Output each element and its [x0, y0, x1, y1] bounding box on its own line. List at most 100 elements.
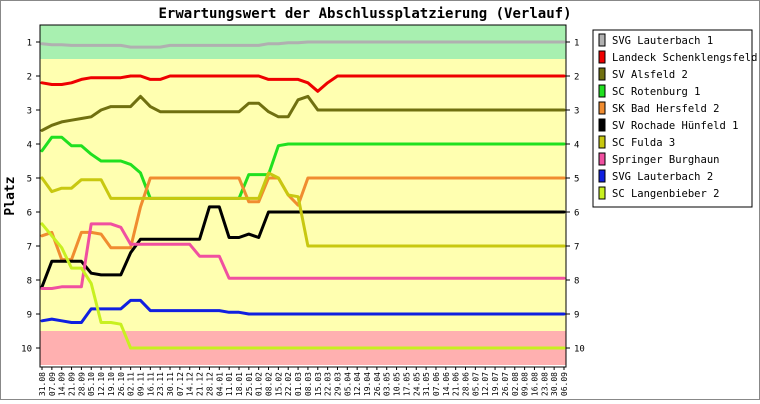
legend-swatch: [598, 67, 606, 81]
x-tick-label: 05.10: [87, 372, 96, 396]
y-tick-label-right: 3: [574, 107, 579, 117]
x-tick-label: 19.07: [491, 372, 500, 396]
x-tick-label: 16.11: [146, 372, 155, 396]
x-tick-label: 10.05: [393, 372, 402, 396]
legend-box: [592, 29, 753, 208]
x-tick-label: 26.07: [501, 372, 510, 396]
x-tick-label: 17.05: [402, 372, 411, 396]
legend-swatch: [598, 101, 606, 115]
y-tick-label-left: 2: [27, 73, 32, 83]
legend-label: SV Alsfeld 2: [612, 69, 688, 81]
series-line-6: [40, 205, 566, 289]
x-tick-label: 28.12: [205, 372, 214, 396]
y-tick-label-left: 5: [27, 175, 32, 185]
x-tick-label: 12.10: [97, 372, 106, 396]
x-tick-label: 16.08: [531, 372, 540, 396]
x-tick-label: 19.10: [107, 372, 116, 396]
y-tick-label-right: 6: [574, 209, 579, 219]
x-tick-label: 07.12: [176, 372, 185, 396]
x-tick-label: 28.09: [77, 372, 86, 396]
legend-label: SC Langenbieber 2: [612, 188, 719, 200]
series-line-9: [40, 298, 566, 324]
x-tick-label: 28.06: [462, 372, 471, 396]
x-tick-label: 31.05: [422, 372, 431, 396]
legend-swatch: [598, 186, 606, 200]
x-tick-label: 23.11: [156, 372, 165, 396]
legend-label: SVG Lauterbach 1: [612, 35, 713, 47]
x-tick-label: 05.04: [343, 372, 352, 396]
legend-label: SC Rotenburg 1: [612, 86, 701, 98]
x-tick-label: 06.09: [560, 372, 569, 396]
x-tick-label: 08.02: [265, 372, 274, 396]
x-ticks: 31.08 07.09 14.09 21.09 28.09 05.10 12.10 19.10…: [38, 367, 569, 396]
y-tick-label-right: 10: [574, 345, 585, 355]
x-tick-label: 19.04: [363, 372, 372, 396]
x-tick-label: 21.06: [452, 372, 461, 396]
y-tick-label-left: 4: [27, 141, 32, 151]
legend-swatch: [598, 33, 606, 47]
legend-label: Landeck Schenklengsfeld: [612, 52, 757, 64]
legend-label: SV Rochade Hünfeld 1: [612, 120, 738, 132]
x-tick-label: 07.06: [432, 372, 441, 396]
x-tick-label: 21.12: [196, 372, 205, 396]
x-tick-label: 08.03: [304, 372, 313, 396]
series-line-8: [40, 222, 566, 290]
y-tick-label-right: 8: [574, 277, 579, 287]
x-tick-label: 15.02: [274, 372, 283, 396]
x-tick-label: 01.03: [294, 372, 303, 396]
x-tick-label: 05.07: [471, 372, 480, 396]
legend-swatch: [598, 84, 606, 98]
series-lines: [40, 40, 566, 350]
y-ticks-right: 1 2 3 4 5 6 7 8 9 10: [566, 39, 585, 355]
series-line-5: [40, 176, 566, 262]
y-tick-label-left: 7: [27, 243, 32, 253]
y-tick-label-left: 10: [21, 345, 32, 355]
legend-label: Springer Burghaun: [612, 154, 719, 166]
legend-label: SVG Lauterbach 2: [612, 171, 713, 183]
y-tick-label-right: 1: [574, 39, 579, 49]
plot-area-border: [39, 24, 567, 368]
x-tick-label: 14.09: [58, 372, 67, 396]
y-tick-label-left: 8: [27, 277, 32, 287]
x-tick-label: 04.01: [215, 372, 224, 396]
x-tick-label: 26.10: [117, 372, 126, 396]
chart-title: Erwartungswert der Abschlussplatzierung …: [158, 6, 571, 22]
x-tick-label: 18.01: [235, 372, 244, 396]
x-tick-label: 02.08: [511, 372, 520, 396]
x-tick-label: 23.08: [540, 372, 549, 396]
x-tick-label: 24.05: [412, 372, 421, 396]
x-tick-label: 03.05: [383, 372, 392, 396]
x-tick-label: 22.02: [284, 372, 293, 396]
x-tick-label: 25.01: [245, 372, 254, 396]
x-tick-label: 31.08: [38, 372, 47, 396]
y-tick-label-left: 9: [27, 311, 32, 321]
y-tick-label-left: 3: [27, 107, 32, 117]
series-line-4: [40, 135, 566, 200]
x-tick-label: 26.04: [373, 372, 382, 396]
x-tick-label: 12.07: [481, 372, 490, 396]
x-tick-label: 02.11: [127, 372, 136, 396]
legend-label: SC Fulda 3: [612, 137, 675, 149]
y-ticks-left: 1 2 3 4 5 6 7 8 9 10: [21, 39, 40, 355]
x-tick-label: 07.09: [48, 372, 57, 396]
legend-swatch: [598, 169, 606, 183]
x-tick-label: 01.02: [255, 372, 264, 396]
series-line-7: [40, 171, 566, 248]
x-tick-label: 22.03: [324, 372, 333, 396]
legend-swatch: [598, 152, 606, 166]
x-tick-label: 09.11: [137, 372, 146, 396]
y-tick-label-right: 5: [574, 175, 579, 185]
x-tick-label: 09.08: [521, 372, 530, 396]
series-line-10: [40, 222, 566, 350]
x-tick-label: 15.03: [314, 372, 323, 396]
legend-swatch: [598, 118, 606, 132]
legend-swatch: [598, 50, 606, 64]
y-tick-label-right: 9: [574, 311, 579, 321]
x-tick-label: 14.12: [186, 372, 195, 396]
x-tick-label: 21.09: [68, 372, 77, 396]
x-tick-label: 14.06: [442, 372, 451, 396]
x-tick-label: 30.08: [550, 372, 559, 396]
y-tick-label-left: 1: [27, 39, 32, 49]
